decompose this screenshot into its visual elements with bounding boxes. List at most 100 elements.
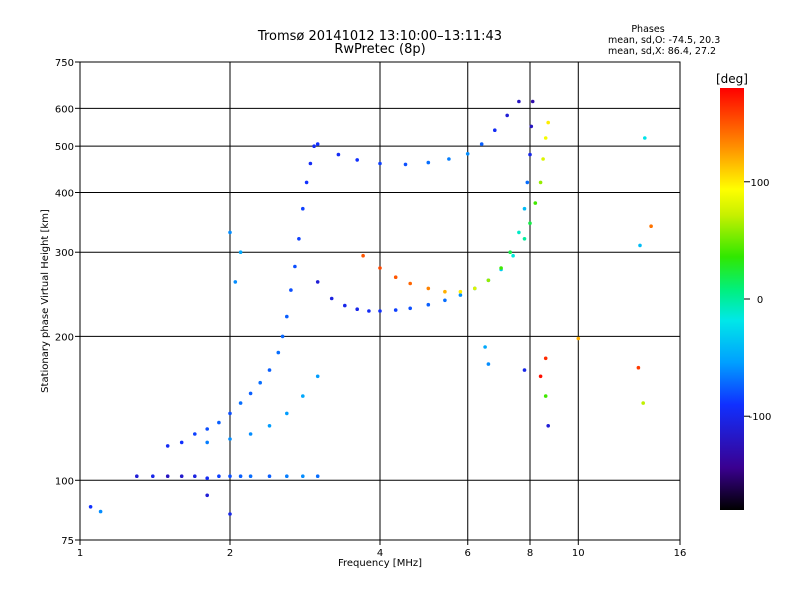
data-point — [179, 440, 184, 445]
data-point — [543, 136, 548, 140]
data-point — [280, 334, 285, 339]
data-point — [297, 237, 301, 241]
data-point — [355, 158, 360, 162]
x-tick-label: 4 — [377, 548, 383, 559]
data-point — [522, 237, 527, 241]
data-point — [649, 224, 653, 228]
data-point — [367, 309, 371, 313]
data-point — [98, 509, 103, 514]
data-point — [517, 230, 521, 235]
y-tick-label: 300 — [55, 248, 74, 259]
data-point — [522, 206, 527, 211]
data-point — [301, 474, 305, 479]
data-point — [486, 278, 491, 283]
colorbar-ticks: 100 0 -100 — [744, 178, 771, 423]
data-point — [538, 374, 543, 379]
data-point — [267, 474, 272, 479]
data-point — [505, 113, 510, 118]
data-point — [88, 505, 93, 509]
data-point — [499, 266, 503, 270]
data-point — [228, 230, 232, 235]
data-point — [543, 356, 548, 361]
chart-title: Tromsø 20141012 13:10:00–13:11:43 — [257, 29, 502, 44]
data-point — [426, 160, 431, 165]
data-point — [426, 302, 431, 307]
x-tick-label: 1 — [77, 548, 83, 559]
data-point — [643, 136, 647, 140]
data-point — [543, 394, 548, 398]
phase-stats-o-mode: mean, sd,O: -74.5, 20.3 — [608, 35, 720, 46]
data-point — [443, 289, 447, 294]
data-point — [641, 401, 645, 405]
data-point — [528, 221, 532, 225]
data-point — [538, 180, 543, 185]
data-point — [285, 411, 289, 416]
data-point — [529, 124, 534, 129]
data-point — [179, 474, 184, 479]
data-point — [378, 309, 382, 313]
data-point — [465, 152, 470, 156]
data-point — [151, 474, 155, 479]
data-point — [408, 306, 413, 311]
x-tick-label: 2 — [227, 548, 233, 559]
data-point — [308, 161, 313, 166]
data-point — [458, 293, 463, 297]
data-point — [546, 120, 550, 125]
data-point — [205, 476, 209, 481]
data-point — [447, 157, 451, 161]
data-point — [576, 336, 581, 341]
data-point — [285, 474, 289, 479]
data-point — [408, 281, 413, 286]
data-point — [217, 474, 221, 479]
y-axis-label: Stationary phase Virtual Height [km] — [40, 209, 51, 393]
data-point — [546, 424, 550, 428]
y-tick-label: 200 — [55, 332, 74, 343]
data-point — [343, 303, 347, 308]
chart-subtitle: RwPretec (8p) — [334, 42, 425, 57]
data-point — [205, 440, 209, 445]
phase-stats-x-mode: mean, sd,X: 86.4, 27.2 — [608, 46, 716, 57]
y-tick-label: 75 — [61, 536, 74, 547]
data-point — [238, 401, 243, 405]
data-point — [238, 474, 243, 479]
data-point — [525, 180, 530, 185]
data-point — [315, 142, 320, 146]
data-point — [228, 411, 232, 416]
colorbar-tick-label: 0 — [757, 295, 763, 306]
data-point — [267, 424, 272, 428]
data-point — [315, 474, 320, 479]
data-point — [393, 308, 398, 312]
data-point — [228, 437, 232, 441]
y-axis-ticks: 75 100 200 300 400 500 600 750 — [55, 58, 80, 547]
data-point — [193, 432, 197, 436]
data-point — [276, 350, 281, 355]
data-points — [88, 99, 653, 516]
colorbar — [720, 88, 744, 510]
data-point — [541, 157, 545, 161]
data-point — [336, 152, 341, 157]
data-point — [228, 512, 232, 516]
data-point — [511, 253, 515, 258]
colorbar-tick-label: 100 — [750, 178, 769, 189]
data-point — [443, 298, 447, 303]
data-point — [458, 289, 463, 294]
data-point — [329, 296, 334, 301]
phase-stats-heading: Phases — [631, 24, 664, 35]
data-point — [285, 314, 289, 319]
data-point — [205, 427, 209, 431]
data-point — [315, 374, 320, 379]
data-point — [304, 180, 309, 185]
data-point — [378, 161, 382, 166]
data-point — [248, 391, 253, 396]
data-point — [530, 99, 535, 104]
data-point — [403, 162, 408, 167]
data-point — [528, 152, 532, 157]
data-point — [165, 474, 170, 479]
data-point — [533, 201, 538, 205]
data-point — [315, 280, 320, 284]
data-point — [517, 99, 521, 104]
data-point — [636, 365, 641, 370]
data-point — [301, 206, 305, 211]
